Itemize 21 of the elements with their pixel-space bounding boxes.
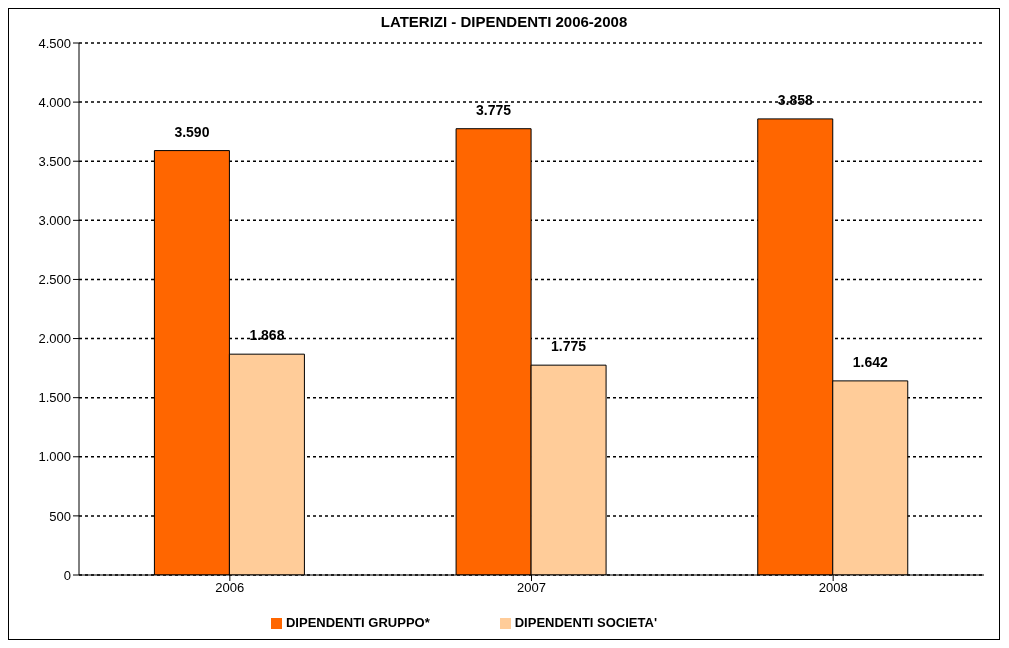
y-tick-label: 2.500 xyxy=(38,272,71,288)
legend-label: DIPENDENTI GRUPPO* xyxy=(285,615,430,630)
chart-title: LATERIZI - DIPENDENTI 2006-2008 xyxy=(379,12,629,32)
y-tick-label: 4.000 xyxy=(38,94,71,110)
data-label: 3.858 xyxy=(777,91,813,108)
y-tick-label: 3.500 xyxy=(38,153,71,169)
data-label: 3.775 xyxy=(476,101,512,118)
y-tick-label: 1.000 xyxy=(38,449,71,465)
y-tick-label: 4.500 xyxy=(38,35,71,51)
x-tick-label: 2006 xyxy=(215,580,245,596)
x-tick-label: 2008 xyxy=(818,580,848,596)
y-tick-label: 2.000 xyxy=(38,331,71,347)
x-tick-label: 2007 xyxy=(517,580,546,596)
y-tick-label: 0 xyxy=(63,567,71,583)
data-label: 1.642 xyxy=(852,353,888,370)
legend-label: DIPENDENTI SOCIETA' xyxy=(514,615,657,630)
y-tick-label: 1.500 xyxy=(38,390,71,406)
y-tick-label: 3.000 xyxy=(38,212,71,228)
y-tick-label: 500 xyxy=(49,508,71,524)
data-label: 1.775 xyxy=(551,338,587,355)
data-label: 3.590 xyxy=(174,123,210,140)
